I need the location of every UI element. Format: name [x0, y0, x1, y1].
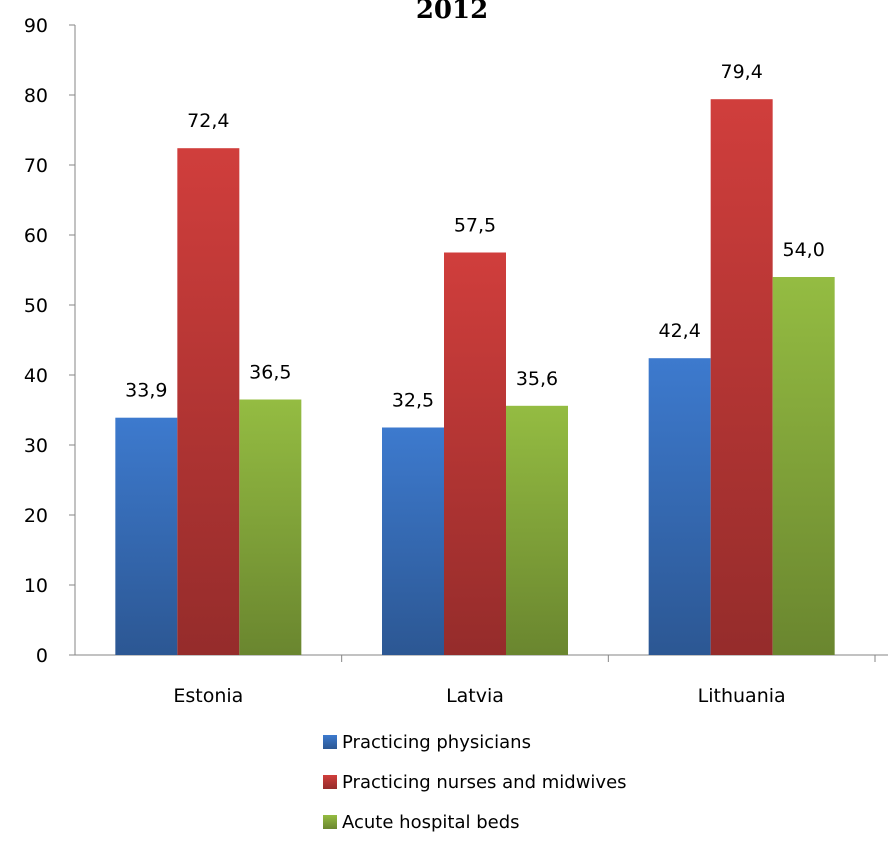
y-tick-label: 70: [24, 155, 48, 177]
legend-swatch: [323, 735, 337, 749]
legend-swatch: [323, 815, 337, 829]
y-tick-label: 80: [24, 85, 48, 107]
y-tick-label: 60: [24, 225, 48, 247]
data-label: 79,4: [721, 61, 763, 83]
data-label: 42,4: [659, 320, 701, 342]
legend: Practicing physicians Practicing nurses a…: [323, 732, 627, 833]
data-label: 57,5: [454, 215, 496, 237]
data-label: 54,0: [783, 239, 825, 261]
data-label: 36,5: [249, 362, 291, 384]
bar-practicing-nurses-and-midwives-latvia: [444, 252, 506, 655]
plot-area: 0 10 20 30 40 50 60 70 80 90 33,9 72,4 36,5 Estonia 32…: [24, 15, 888, 707]
legend-label: Practicing nurses and midwives: [342, 772, 627, 793]
bar-acute-hospital-beds-lithuania: [772, 277, 835, 655]
bar-practicing-nurses-and-midwives-estonia: [177, 148, 240, 655]
chart-title: 2012: [416, 0, 488, 25]
bar-acute-hospital-beds-estonia: [239, 399, 302, 655]
bar-practicing-physicians-lithuania: [648, 358, 711, 655]
y-tick-label: 20: [24, 505, 48, 527]
bar-practicing-physicians-latvia: [382, 427, 444, 655]
y-tick-label: 90: [24, 15, 48, 37]
x-tick-label: Latvia: [446, 685, 504, 707]
y-tick-label: 40: [24, 365, 48, 387]
x-tick-label: Estonia: [173, 685, 243, 707]
y-tick-label: 50: [24, 295, 48, 317]
legend-label: Acute hospital beds: [342, 812, 520, 833]
x-tick-label: Lithuania: [698, 685, 786, 707]
bar-practicing-nurses-and-midwives-lithuania: [710, 99, 773, 655]
bar-practicing-physicians-estonia: [115, 417, 178, 655]
data-label: 33,9: [125, 380, 167, 402]
y-tick-label: 10: [24, 575, 48, 597]
bar-acute-hospital-beds-latvia: [506, 405, 568, 655]
data-label: 72,4: [187, 110, 229, 132]
data-label: 35,6: [516, 368, 558, 390]
legend-swatch: [323, 775, 337, 789]
y-tick-label: 30: [24, 435, 48, 457]
y-tick-label: 0: [36, 645, 48, 667]
legend-label: Practicing physicians: [342, 732, 531, 753]
data-label: 32,5: [392, 390, 434, 412]
